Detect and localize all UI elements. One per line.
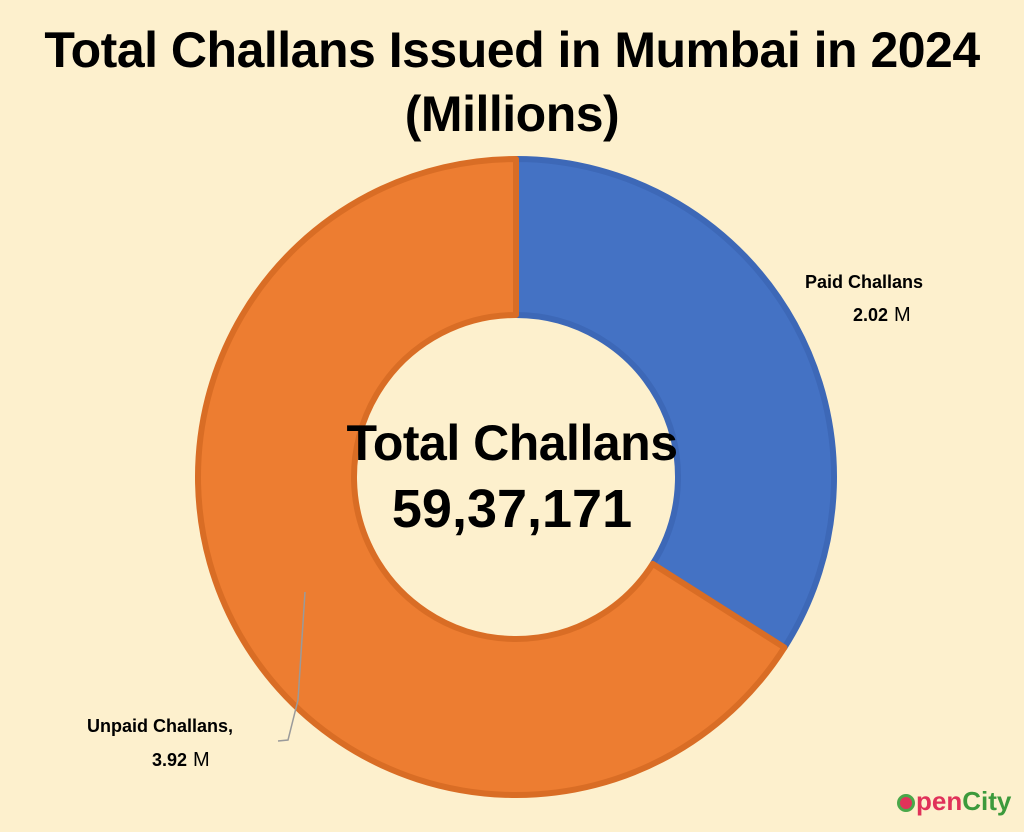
logo-o-icon xyxy=(897,794,915,812)
donut-slice-paid xyxy=(513,156,837,651)
paid-slice-label: Paid Challans xyxy=(805,272,924,292)
chart-subtitle-units: (Millions) xyxy=(404,86,620,142)
unpaid-slice-value: 3.92 M xyxy=(152,749,210,772)
logo-text-pen: pen xyxy=(916,786,963,816)
opencity-logo: penCity xyxy=(897,786,1011,817)
paid-value-number: 2.02 xyxy=(853,305,889,325)
logo-text-city: City xyxy=(962,786,1012,816)
unpaid-value-number: 3.92 xyxy=(152,750,188,770)
paid-value-unit: M xyxy=(894,304,911,326)
unpaid-slice-label: Unpaid Challans, xyxy=(87,716,234,736)
unpaid-leader-line xyxy=(277,591,306,742)
donut-slice-unpaid xyxy=(195,156,788,798)
center-label: Total Challans xyxy=(346,415,678,471)
unpaid-value-unit: M xyxy=(193,749,210,771)
paid-slice-value: 2.02 M xyxy=(853,304,911,327)
chart-title: Total Challans Issued in Mumbai in 2024 xyxy=(44,22,980,78)
center-value: 59,37,171 xyxy=(391,479,633,539)
